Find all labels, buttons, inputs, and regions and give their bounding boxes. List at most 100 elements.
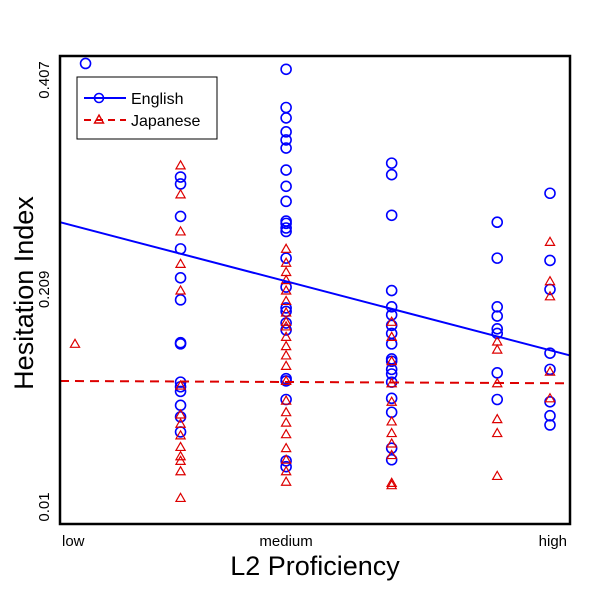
japanese-point-27 [280,360,292,370]
english-point-58 [491,216,504,229]
japanese-point-2 [174,188,187,199]
japanese-trend-line [59,379,571,385]
japanese-point-26 [280,349,292,360]
english-point-61 [491,310,504,322]
japanese-point-1 [174,159,187,170]
japanese-point-0 [69,338,81,348]
japanese-point-19 [280,284,292,295]
english-point-6 [174,272,187,284]
japanese-point-35 [280,465,292,476]
english-point-73 [544,419,556,431]
japanese-point-21 [280,306,292,317]
english-point-16 [280,63,292,76]
english-trend-line [59,221,571,357]
english-point-19 [280,126,292,138]
japanese-point-55 [544,275,556,286]
english-point-7 [174,294,187,306]
english-point-18 [280,112,292,124]
japanese-point-14 [174,492,187,503]
legend: English Japanese [76,76,218,140]
english-point-28 [280,225,292,238]
japanese-point-28 [280,375,292,386]
japanese-point-29 [280,394,292,405]
english-point-56 [385,442,398,454]
japanese-point-38 [386,331,398,341]
english-point-2 [174,171,187,183]
japanese-point-33 [280,442,292,453]
japanese-point-32 [280,428,292,439]
japanese-point-30 [280,406,292,417]
japanese-point-10 [174,441,187,452]
english-point-23 [280,180,292,193]
english-point-67 [544,254,556,267]
japanese-point-4 [174,258,187,268]
japanese-point-18 [280,274,292,285]
english-point-27 [280,222,292,234]
japanese-point-39 [386,355,398,366]
japanese-point-51 [491,413,503,424]
english-point-69 [544,347,556,359]
japanese-point-37 [386,316,398,326]
english-point-14 [174,411,187,423]
english-point-54 [385,392,398,405]
x-tick-label-high: high [539,533,567,550]
japanese-point-46 [386,477,398,487]
plot-frame [58,54,572,526]
y-axis-title: Hesitation Index [9,196,39,390]
x-tick-label-low: low [62,533,85,550]
english-point-41 [385,168,398,181]
english-point-29 [280,252,292,264]
english-point-24 [280,195,292,208]
japanese-point-20 [280,295,292,306]
english-point-70 [544,363,556,376]
ticks-layer: low medium high 0.01 0.209 0.407 [36,61,567,550]
english-point-12 [174,385,187,398]
japanese-point-45 [386,449,398,460]
english-point-66 [544,187,556,200]
marks-layer [69,57,556,503]
japanese-point-43 [386,427,398,438]
japanese-point-56 [544,290,556,301]
english-point-65 [491,393,504,406]
english-point-26 [280,217,292,230]
japanese-point-31 [280,416,292,427]
english-point-20 [280,134,292,146]
english-point-0 [79,57,92,70]
x-tick-label-medium: medium [259,533,312,550]
japanese-point-15 [280,243,292,253]
japanese-point-25 [280,340,292,351]
x-axis-title: L2 Proficiency [230,551,400,581]
legend-english-label: English [131,91,183,108]
english-point-40 [385,157,398,169]
japanese-point-34 [280,453,292,464]
japanese-point-22 [280,316,292,326]
japanese-point-58 [544,392,556,403]
japanese-point-9 [174,429,187,440]
english-point-57 [385,453,398,466]
legend-japanese-label: Japanese [131,113,200,130]
english-point-4 [174,210,187,223]
english-point-31 [280,302,292,314]
y-tick-label-1: 0.209 [36,271,53,309]
japanese-point-23 [280,320,292,331]
japanese-point-7 [174,408,187,419]
english-point-62 [491,323,504,335]
english-point-21 [280,142,292,154]
japanese-point-11 [174,450,187,461]
trend-layer [59,221,571,385]
japanese-point-13 [174,465,187,476]
japanese-point-44 [386,437,398,448]
japanese-point-6 [174,379,187,390]
english-point-42 [385,209,398,222]
english-point-59 [491,252,504,264]
english-point-39 [280,460,292,473]
japanese-point-42 [386,415,398,426]
japanese-point-53 [491,470,503,481]
legend-english-marker [93,92,105,104]
legend-japanese-marker [93,113,105,124]
english-point-63 [491,327,504,340]
japanese-point-54 [544,236,556,246]
japanese-point-49 [491,343,503,354]
japanese-point-5 [174,284,187,295]
